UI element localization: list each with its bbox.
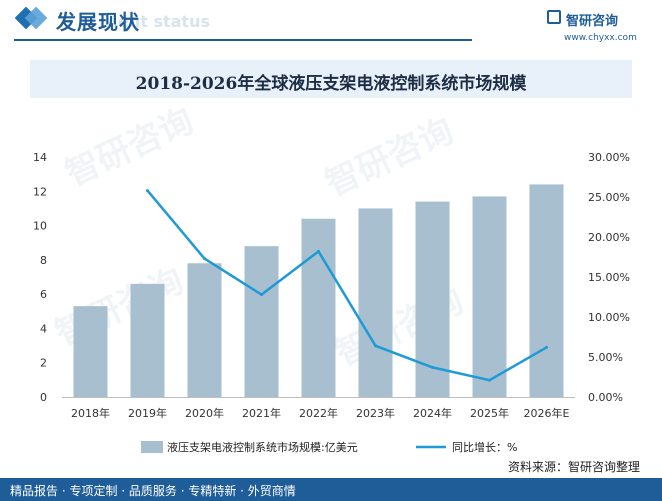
x-tick-label: 2023年 — [356, 406, 395, 420]
growth-point — [146, 189, 149, 193]
header-rule — [14, 39, 472, 41]
x-tick-label: 2020年 — [185, 406, 224, 420]
page-header: ent status 发展现状 智研咨询 www.chyxx.com — [0, 0, 662, 48]
x-tick-label: 2022年 — [299, 406, 338, 420]
x-tick-label: 2025年 — [470, 406, 509, 420]
y-right-tick-label: 5.00% — [588, 351, 623, 364]
x-tick-label: 2018年 — [71, 406, 110, 420]
x-tick-label: 2021年 — [242, 406, 281, 420]
growth-point — [431, 365, 434, 369]
x-tick-label: 2024年 — [413, 406, 452, 420]
y-left-tick-label: 2 — [40, 357, 47, 370]
x-tick-label: 2026年E — [524, 406, 570, 420]
legend-line-label: 同比增长：% — [452, 440, 517, 454]
y-left-tick-label: 4 — [40, 322, 47, 335]
y-right-tick-label: 20.00% — [588, 231, 630, 244]
bar — [187, 263, 222, 397]
x-tick-label: 2019年 — [128, 406, 167, 420]
legend-bar-label: 液压支架电液控制系统市场规模:亿美元 — [167, 440, 358, 454]
brand-name: 智研咨询 — [566, 14, 619, 29]
growth-point — [374, 344, 377, 348]
header-ghost-text: ent status — [118, 12, 210, 31]
bar — [130, 283, 165, 397]
brand-url: www.chyxx.com — [564, 33, 637, 43]
footer-bar: 精品报告 · 专项定制 · 品质服务 · 专精特新 · 外贸商情 — [0, 478, 662, 501]
y-left-tick-label: 0 — [40, 391, 47, 404]
y-left-tick-label: 14 — [33, 151, 47, 164]
footer-text: 精品报告 · 专项定制 · 品质服务 · 专精特新 · 外贸商情 — [10, 484, 296, 498]
brand-logo-icon — [547, 10, 561, 24]
data-source: 资料来源：智研咨询整理 — [508, 460, 641, 474]
y-left-tick-label: 10 — [33, 220, 47, 233]
y-left-tick-label: 6 — [40, 288, 47, 301]
growth-point — [260, 293, 263, 297]
growth-point — [317, 249, 320, 253]
section-title: 发展现状 — [56, 10, 140, 34]
bar — [301, 218, 336, 397]
y-right-tick-label: 15.00% — [588, 271, 630, 284]
y-left-tick-label: 12 — [33, 185, 47, 198]
growth-point — [488, 378, 491, 382]
y-right-tick-label: 10.00% — [588, 311, 630, 324]
bar — [529, 184, 564, 397]
bar — [244, 246, 279, 397]
chart-title: 2018-2026年全球液压支架电液控制系统市场规模 — [135, 74, 527, 94]
bar — [358, 208, 393, 397]
legend-bar-swatch — [141, 441, 163, 453]
growth-line — [146, 189, 548, 382]
bar — [472, 196, 507, 397]
y-right-tick-label: 30.00% — [588, 151, 630, 164]
growth-point — [545, 345, 548, 349]
growth-point — [203, 257, 206, 261]
y-right-tick-label: 25.00% — [588, 191, 630, 204]
y-left-tick-label: 8 — [40, 254, 47, 267]
y-right-tick-label: 0.00% — [588, 391, 623, 404]
chart-title-band: 2018-2026年全球液压支架电液控制系统市场规模 — [30, 60, 632, 98]
bar — [73, 306, 108, 397]
